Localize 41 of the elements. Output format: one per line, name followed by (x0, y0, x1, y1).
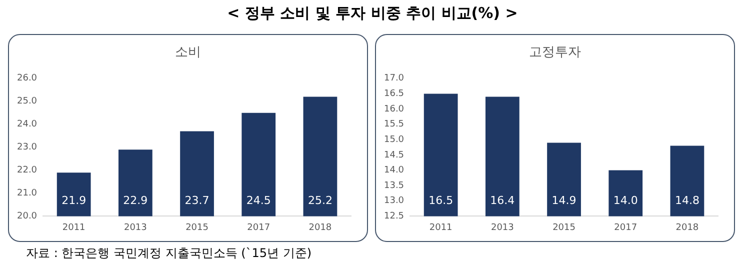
data-label: 16.4 (490, 194, 515, 208)
y-tick-label: 25.0 (16, 96, 38, 107)
text: < 정부 소비 및 투자 비중 추이 비교(%) > (226, 4, 519, 23)
y-tick-label: 16.0 (384, 104, 404, 114)
y-tick-label: 13.5 (384, 180, 404, 191)
x-tick-label: 2015 (186, 222, 208, 233)
y-tick-label: 12.5 (384, 212, 404, 222)
data-label: 24.5 (246, 194, 271, 208)
x-tick-label: 2018 (308, 222, 332, 233)
chart-title: 소비 (174, 44, 202, 61)
data-label: 23.7 (184, 194, 210, 208)
y-tick-label: 14.0 (384, 166, 404, 176)
data-label: 14.8 (674, 194, 700, 208)
y-tick-label: 13.0 (384, 196, 404, 206)
y-tick-label: 21.0 (16, 188, 38, 199)
x-tick-label: 2013 (490, 222, 514, 233)
data-label: 16.5 (428, 194, 454, 208)
y-tick-label: 15.5 (384, 120, 404, 130)
y-tick-label: 26.0 (16, 74, 38, 84)
x-tick-label: 2013 (124, 222, 147, 233)
data-label: 14.9 (552, 194, 576, 208)
x-tick-label: 2011 (429, 222, 452, 233)
y-tick-label: 17.0 (384, 74, 404, 84)
y-tick-label: 16.5 (384, 89, 404, 100)
x-tick-label: 2015 (552, 222, 576, 233)
y-tick-label: 14.5 (384, 150, 404, 160)
x-tick-label: 2017 (614, 222, 638, 233)
data-label: 22.9 (123, 194, 148, 208)
y-tick-label: 15.0 (384, 134, 404, 145)
y-tick-label: 23.0 (16, 142, 38, 153)
data-label: 25.2 (308, 194, 332, 208)
text: 자료 : 한국은행 국민계정 지출국민소득 (`15년 기준) (26, 245, 312, 262)
y-tick-label: 20.0 (16, 212, 38, 222)
y-tick-label: 22.0 (16, 166, 38, 176)
x-tick-label: 2011 (62, 222, 86, 233)
data-label: 21.9 (62, 194, 86, 208)
x-tick-label: 2018 (676, 222, 699, 233)
data-label: 14.0 (613, 194, 638, 208)
x-tick-label: 2017 (247, 222, 270, 233)
y-tick-label: 24.0 (16, 120, 38, 130)
chart-title: 고정투자 (528, 44, 582, 61)
